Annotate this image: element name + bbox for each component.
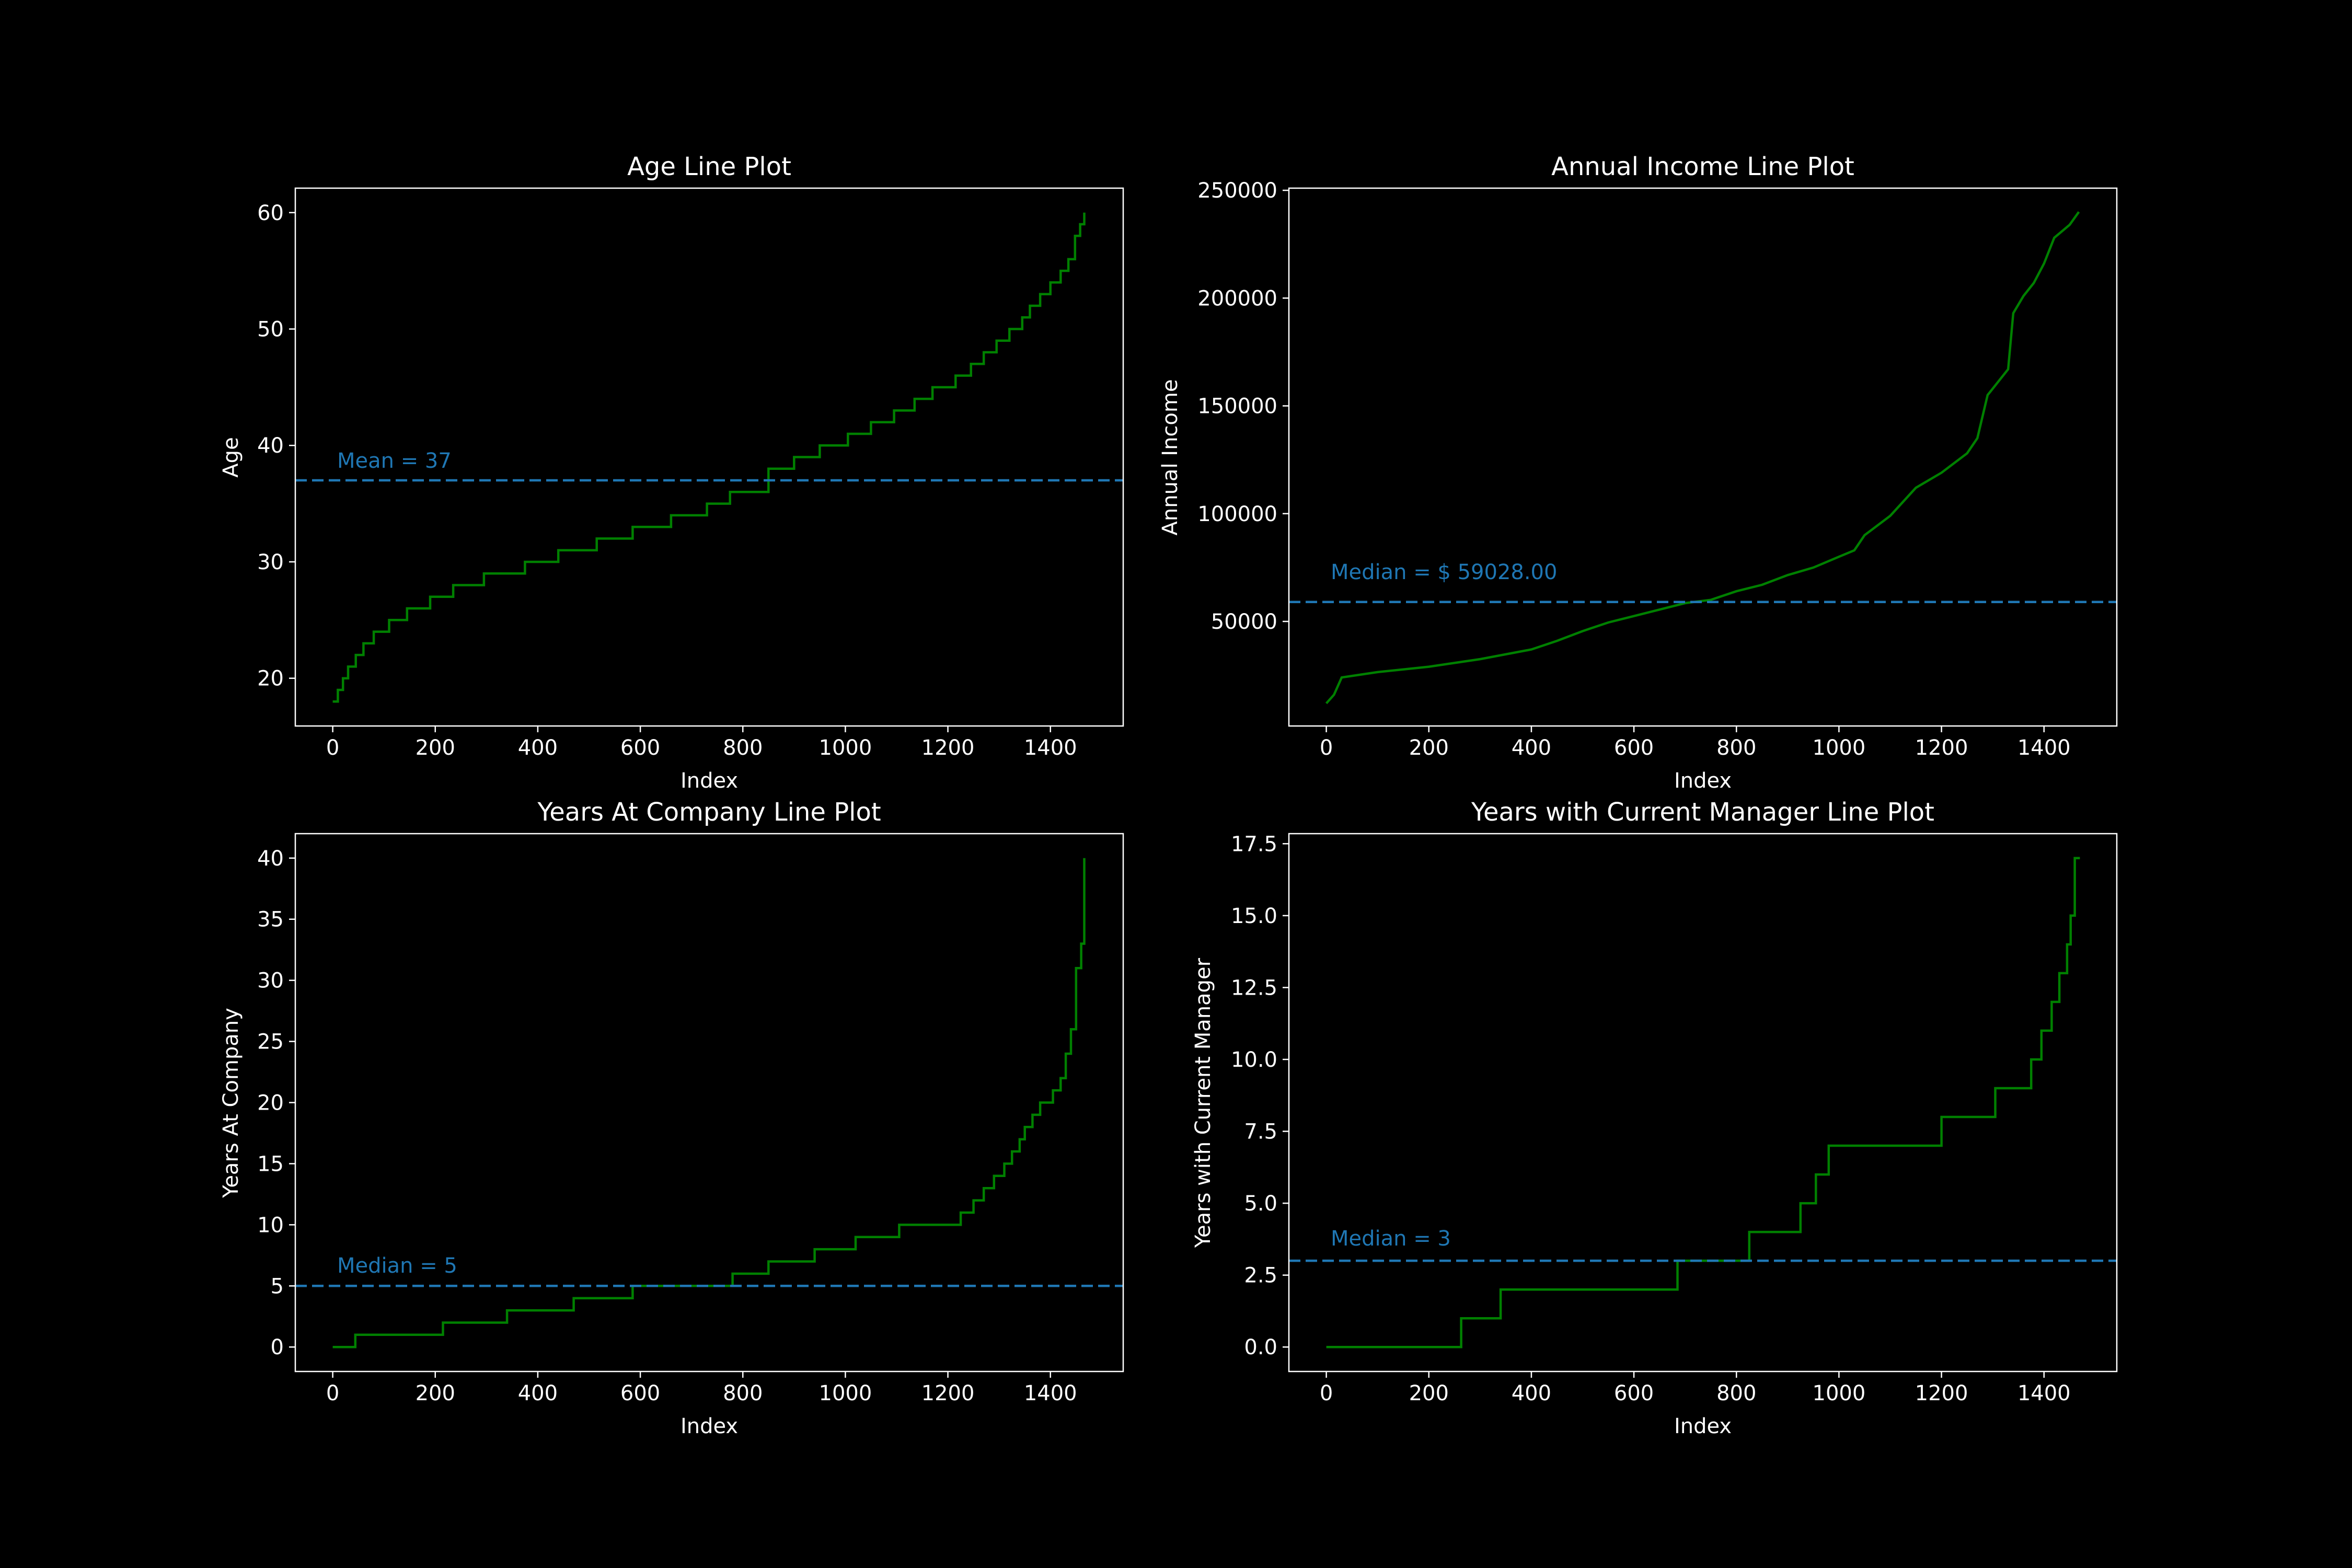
y-tick-label: 5.0 xyxy=(1244,1192,1277,1216)
reference-line-label: Mean = 37 xyxy=(337,449,452,473)
chart-title: Years with Current Manager Line Plot xyxy=(1471,798,1934,827)
x-tick-label: 200 xyxy=(416,1381,455,1405)
subplot-years-at-company: Years At Company Line Plot Index Years A… xyxy=(219,798,1124,1438)
y-tick-label: 12.5 xyxy=(1231,976,1277,1000)
x-tick-label: 800 xyxy=(723,1381,763,1405)
subplot-annual-income: Annual Income Line Plot Index Annual Inc… xyxy=(1158,152,2118,793)
y-tick-label: 17.5 xyxy=(1231,832,1277,856)
y-tick-label: 15 xyxy=(257,1152,284,1176)
y-tick-label: 20 xyxy=(257,1091,284,1115)
x-tick-label: 400 xyxy=(1512,1381,1551,1405)
x-tick-label: 800 xyxy=(1716,736,1756,760)
plot-frame xyxy=(1288,187,2118,727)
plot-frame xyxy=(294,187,1124,727)
x-tick-label: 600 xyxy=(1614,1381,1654,1405)
x-tick-label: 1400 xyxy=(1024,1381,1077,1405)
x-tick-label: 800 xyxy=(723,736,763,760)
y-tick-label: 10 xyxy=(257,1213,284,1237)
y-tick-label: 0 xyxy=(271,1335,284,1359)
y-tick-label: 25 xyxy=(257,1030,284,1054)
x-tick-label: 1400 xyxy=(1024,736,1077,760)
y-tick-label: 200000 xyxy=(1197,286,1277,310)
x-tick-label: 400 xyxy=(518,1381,558,1405)
x-tick-label: 600 xyxy=(620,736,660,760)
y-tick-label: 40 xyxy=(257,434,284,458)
data-line xyxy=(332,212,1086,703)
y-tick-label: 0.0 xyxy=(1244,1335,1277,1359)
y-axis-label: Years At Company xyxy=(219,1008,243,1198)
x-tick-label: 0 xyxy=(1320,1381,1333,1405)
x-tick-label: 1200 xyxy=(921,736,975,760)
y-axis-label: Age xyxy=(219,437,243,477)
y-tick-label: 5 xyxy=(271,1274,284,1298)
reference-line-label: Median = 3 xyxy=(1331,1227,1451,1251)
x-tick-label: 200 xyxy=(416,736,455,760)
y-tick-label: 100000 xyxy=(1197,502,1277,526)
x-axis-label: Index xyxy=(1674,1414,1732,1438)
x-axis-label: Index xyxy=(1674,769,1732,793)
x-tick-label: 0 xyxy=(1320,736,1333,760)
y-tick-label: 40 xyxy=(257,847,284,871)
y-tick-label: 60 xyxy=(257,201,284,225)
subplot-years-with-current-manager: Years with Current Manager Line Plot Ind… xyxy=(1191,798,2118,1438)
y-tick-label: 50000 xyxy=(1211,610,1277,634)
x-axis-label: Index xyxy=(681,1414,738,1438)
x-tick-label: 1000 xyxy=(1813,1381,1866,1405)
data-line xyxy=(1326,857,2080,1348)
x-tick-label: 200 xyxy=(1409,736,1449,760)
x-tick-label: 200 xyxy=(1409,1381,1449,1405)
plot-frame xyxy=(1288,833,2118,1373)
data-line xyxy=(332,858,1086,1348)
y-tick-label: 20 xyxy=(257,667,284,691)
x-tick-label: 800 xyxy=(1716,1381,1756,1405)
chart-title: Years At Company Line Plot xyxy=(537,798,881,827)
y-tick-label: 15.0 xyxy=(1231,904,1277,928)
x-tick-label: 1200 xyxy=(921,1381,975,1405)
x-tick-label: 400 xyxy=(518,736,558,760)
x-tick-label: 1200 xyxy=(1915,736,1968,760)
x-tick-label: 600 xyxy=(1614,736,1654,760)
chart-title: Age Line Plot xyxy=(627,152,791,181)
y-axis-label: Annual Income xyxy=(1158,379,1182,536)
x-tick-label: 1000 xyxy=(1813,736,1866,760)
y-tick-label: 30 xyxy=(257,550,284,574)
y-tick-label: 150000 xyxy=(1197,395,1277,419)
y-tick-label: 10.0 xyxy=(1231,1048,1277,1072)
y-tick-label: 35 xyxy=(257,908,284,932)
reference-line-label: Median = 5 xyxy=(337,1254,457,1278)
y-tick-label: 250000 xyxy=(1197,179,1277,203)
x-tick-label: 1000 xyxy=(819,1381,872,1405)
y-tick-label: 50 xyxy=(257,318,284,342)
y-tick-label: 7.5 xyxy=(1244,1120,1277,1144)
y-tick-label: 30 xyxy=(257,969,284,993)
x-tick-label: 400 xyxy=(1512,736,1551,760)
subplot-age: Age Line Plot Index Age Mean = 37 0 200 40… xyxy=(219,152,1124,793)
x-tick-label: 1400 xyxy=(2017,736,2071,760)
chart-title: Annual Income Line Plot xyxy=(1551,152,1854,181)
x-tick-label: 0 xyxy=(326,1381,339,1405)
x-axis-label: Index xyxy=(681,769,738,793)
x-tick-label: 1400 xyxy=(2017,1381,2071,1405)
x-tick-label: 600 xyxy=(620,1381,660,1405)
x-tick-label: 1000 xyxy=(819,736,872,760)
x-tick-label: 1200 xyxy=(1915,1381,1968,1405)
x-tick-label: 0 xyxy=(326,736,339,760)
reference-line-label: Median = $ 59028.00 xyxy=(1331,560,1557,584)
y-axis-label: Years with Current Manager xyxy=(1191,958,1215,1248)
y-tick-label: 2.5 xyxy=(1244,1264,1277,1288)
data-line xyxy=(1325,211,2080,705)
